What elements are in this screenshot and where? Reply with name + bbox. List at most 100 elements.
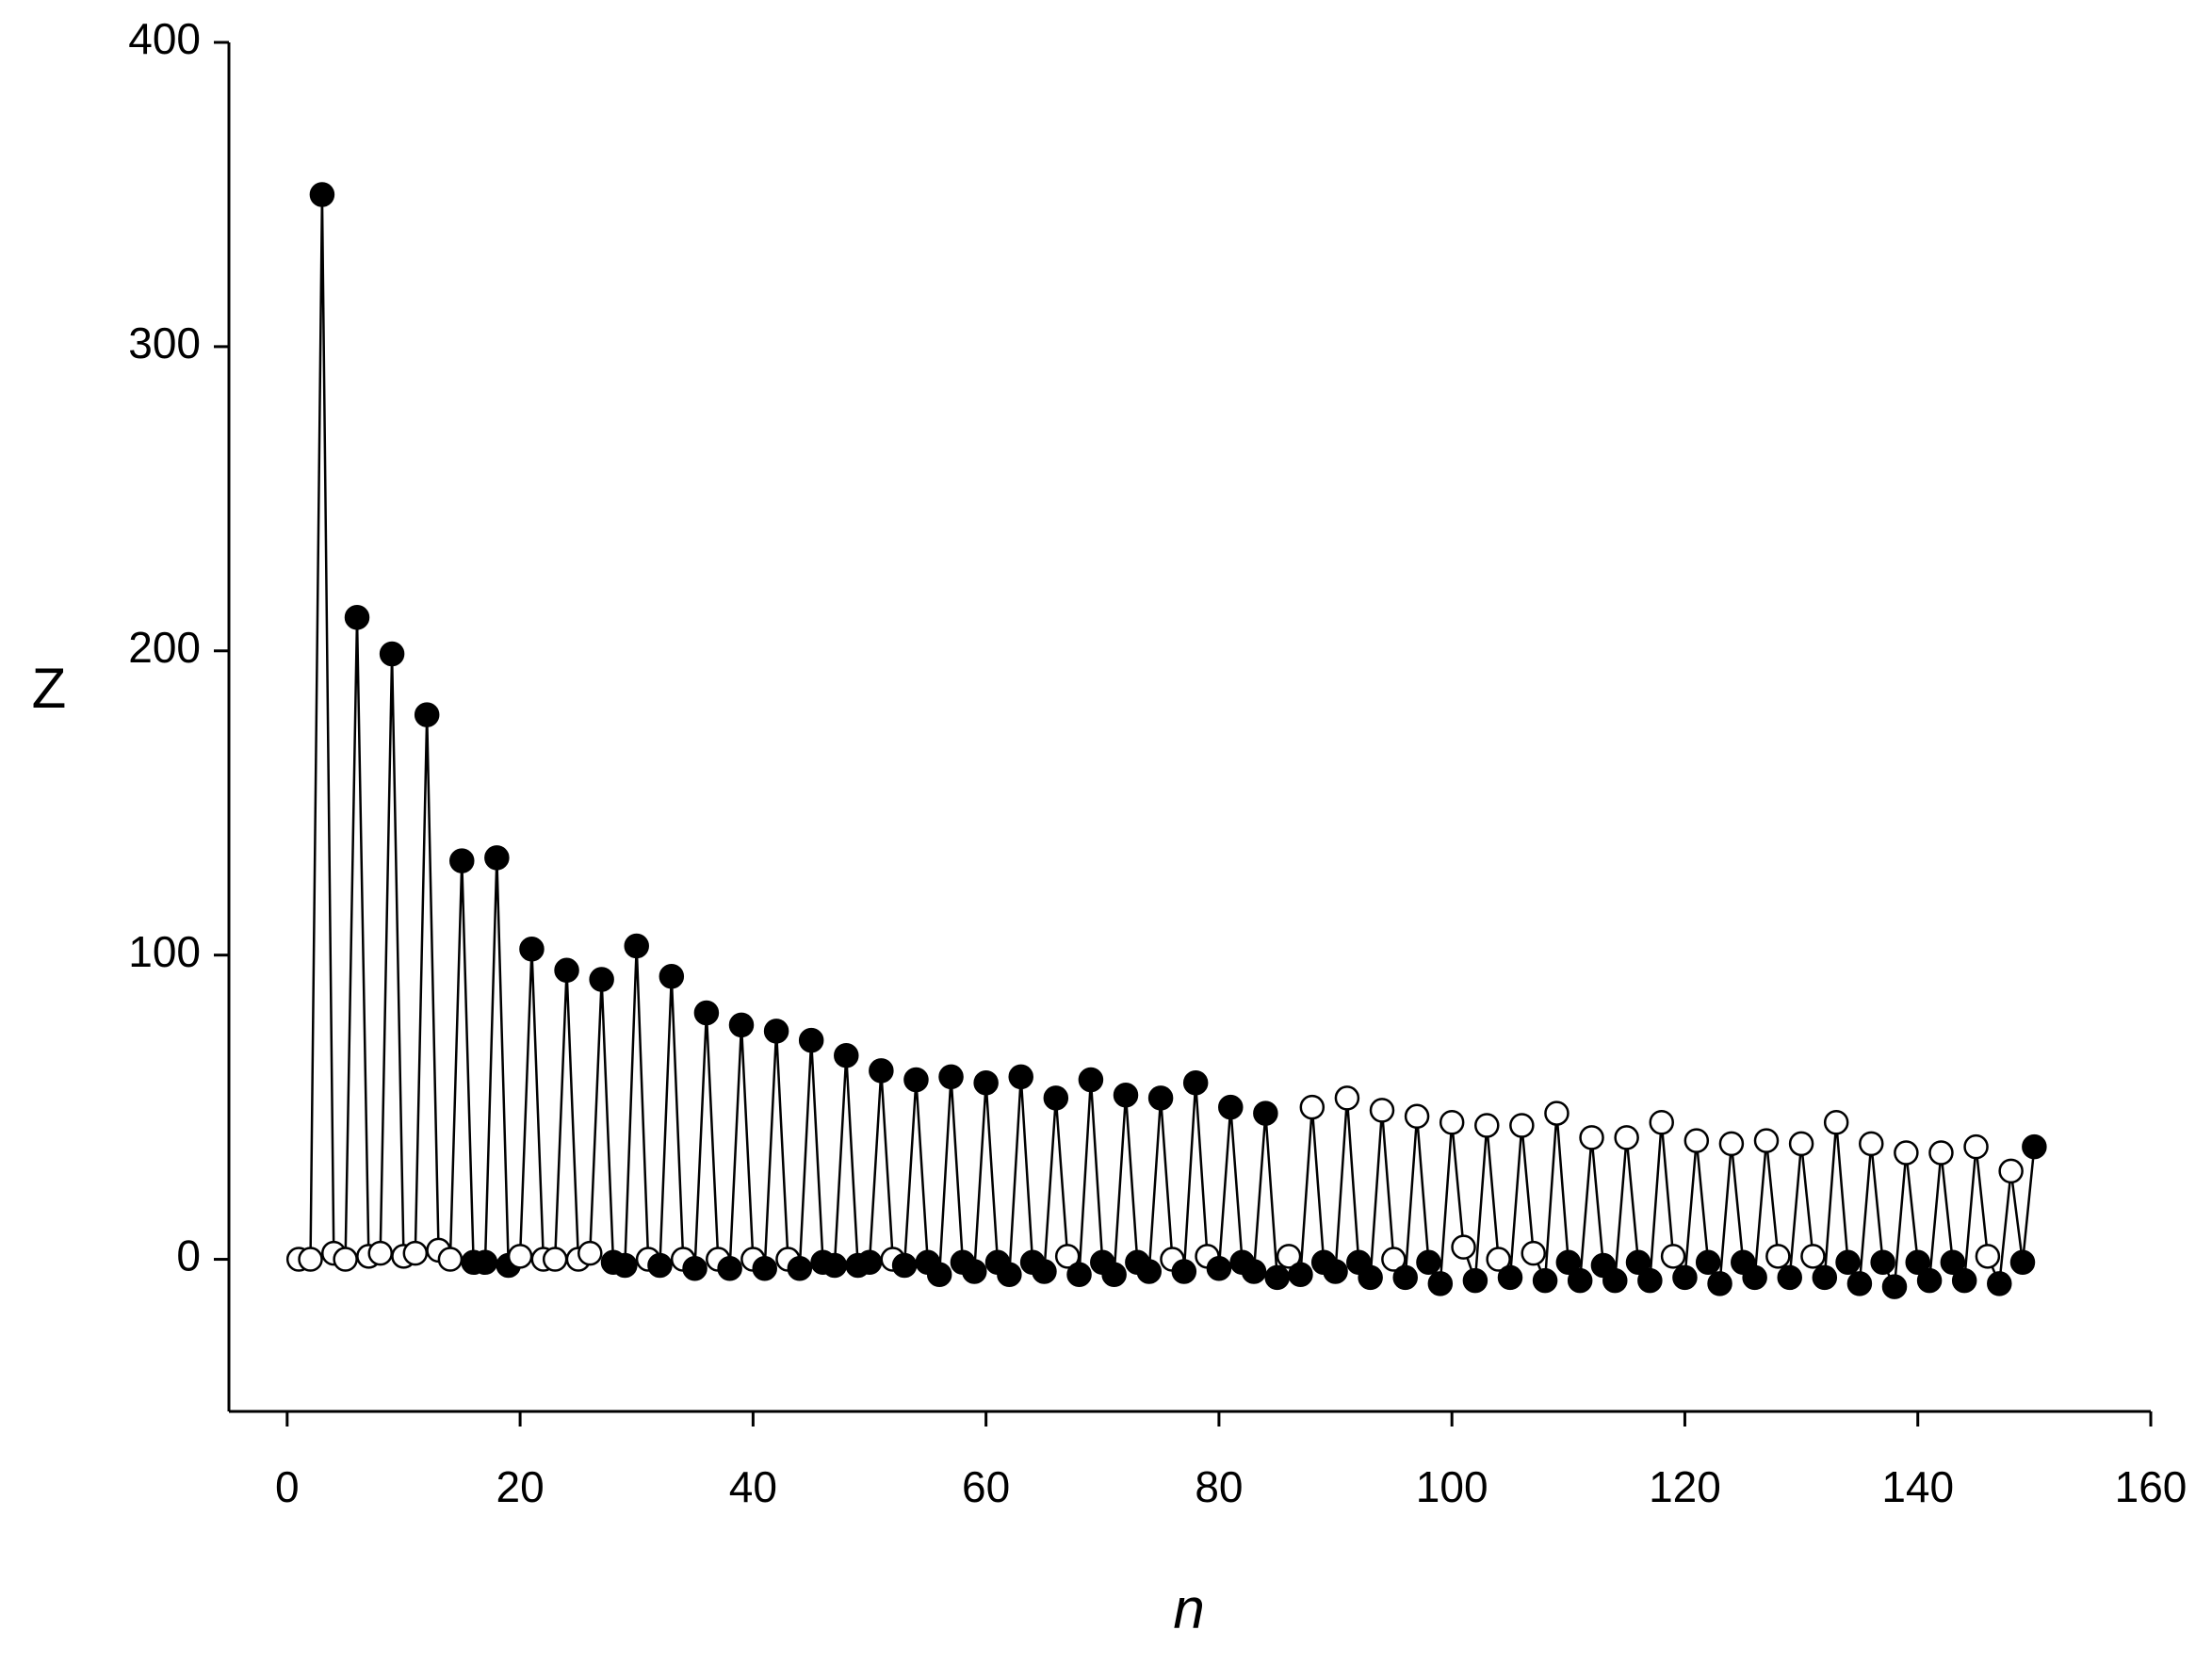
data-point: [1683, 1128, 1710, 1153]
data-point: [1987, 1271, 2012, 1296]
data-point: [1753, 1128, 1780, 1153]
data-point: [1672, 1264, 1698, 1291]
x-tick-label: 20: [496, 1462, 545, 1511]
data-point: [1742, 1264, 1767, 1291]
data-point: [1206, 1255, 1232, 1281]
data-point: [938, 1064, 964, 1090]
data-point: [1975, 1244, 2001, 1269]
y-tick-label: 100: [128, 927, 201, 976]
data-point: [1066, 1262, 1092, 1287]
data-point: [1241, 1259, 1267, 1284]
data-point: [1660, 1244, 1686, 1269]
data-point: [1439, 1110, 1465, 1135]
data-point: [1218, 1094, 1244, 1120]
data-point: [1963, 1133, 1989, 1160]
data-point: [926, 1262, 952, 1287]
data-point: [1812, 1264, 1838, 1291]
data-point: [1940, 1249, 1966, 1276]
x-tick-label: 160: [2115, 1462, 2188, 1511]
data-point: [891, 1252, 918, 1279]
data-point: [1264, 1264, 1290, 1291]
data-point: [577, 1240, 603, 1266]
data-point: [821, 1252, 848, 1279]
data-point: [507, 1244, 533, 1269]
data-point: [1474, 1113, 1500, 1138]
data-point: [344, 605, 370, 630]
data-point: [1008, 1064, 1033, 1090]
data-point: [449, 848, 475, 873]
x-tick-label: 60: [962, 1462, 1010, 1511]
x-tick-label: 120: [1649, 1462, 1721, 1511]
data-point: [1427, 1271, 1454, 1296]
data-point: [1532, 1267, 1558, 1294]
data-point: [903, 1067, 929, 1093]
data-point: [997, 1262, 1022, 1287]
data-point: [787, 1255, 813, 1281]
x-tick-label: 100: [1416, 1462, 1488, 1511]
data-point: [554, 957, 579, 984]
data-point: [1777, 1264, 1802, 1291]
data-point: [1276, 1244, 1302, 1269]
data-point: [1544, 1101, 1570, 1126]
data-point: [1299, 1094, 1326, 1120]
data-point: [1579, 1125, 1604, 1150]
data-point: [798, 1027, 824, 1053]
data-point: [728, 1012, 755, 1038]
x-tick-label: 140: [1881, 1462, 1954, 1511]
y-tick-label: 400: [128, 14, 201, 63]
data-point: [1392, 1264, 1418, 1291]
data-point: [1555, 1249, 1582, 1276]
data-point: [1054, 1244, 1081, 1269]
data-point: [1614, 1125, 1639, 1150]
data-point: [682, 1255, 708, 1281]
data-point: [693, 1000, 720, 1026]
data-point: [1509, 1113, 1535, 1138]
x-tick-label: 40: [729, 1462, 777, 1511]
data-point: [2009, 1249, 2036, 1276]
data-point: [1649, 1110, 1674, 1135]
data-point: [612, 1252, 638, 1279]
data-point: [1881, 1274, 1908, 1299]
data-point: [309, 182, 335, 207]
data-point: [1894, 1140, 1919, 1166]
data-point: [1788, 1131, 1814, 1157]
data-point: [1253, 1101, 1278, 1126]
data-point: [2022, 1133, 2047, 1160]
data-point: [367, 1240, 393, 1266]
data-point: [962, 1259, 987, 1284]
data-point: [1147, 1085, 1174, 1111]
data-point: [1765, 1244, 1791, 1269]
data-point: [1800, 1244, 1826, 1269]
data-point: [1707, 1271, 1732, 1296]
data-point: [1870, 1249, 1895, 1276]
data-line: [299, 194, 2036, 1292]
data-point: [1334, 1085, 1360, 1111]
data-point: [1032, 1259, 1057, 1284]
data-point: [1404, 1103, 1430, 1130]
data-point: [1323, 1259, 1348, 1284]
data-point: [542, 1247, 568, 1272]
data-point: [589, 967, 614, 992]
data-point: [1358, 1264, 1383, 1291]
data-point: [1823, 1110, 1849, 1135]
data-point: [752, 1255, 777, 1281]
data-point: [717, 1255, 742, 1281]
data-point: [484, 845, 510, 871]
y-tick-label: 200: [128, 623, 201, 672]
data-point: [519, 936, 545, 962]
data-point: [1182, 1070, 1209, 1096]
data-point: [1718, 1131, 1745, 1157]
x-tick-label: 0: [275, 1462, 300, 1511]
data-point: [1928, 1140, 1954, 1166]
data-point: [333, 1247, 358, 1272]
data-point: [1637, 1267, 1663, 1294]
data-point: [1951, 1267, 1977, 1294]
data-point: [869, 1058, 894, 1084]
data-point: [856, 1249, 883, 1276]
data-point: [1043, 1085, 1069, 1111]
data-point: [1835, 1249, 1861, 1276]
data-point: [1113, 1082, 1139, 1108]
data-point: [647, 1252, 673, 1279]
